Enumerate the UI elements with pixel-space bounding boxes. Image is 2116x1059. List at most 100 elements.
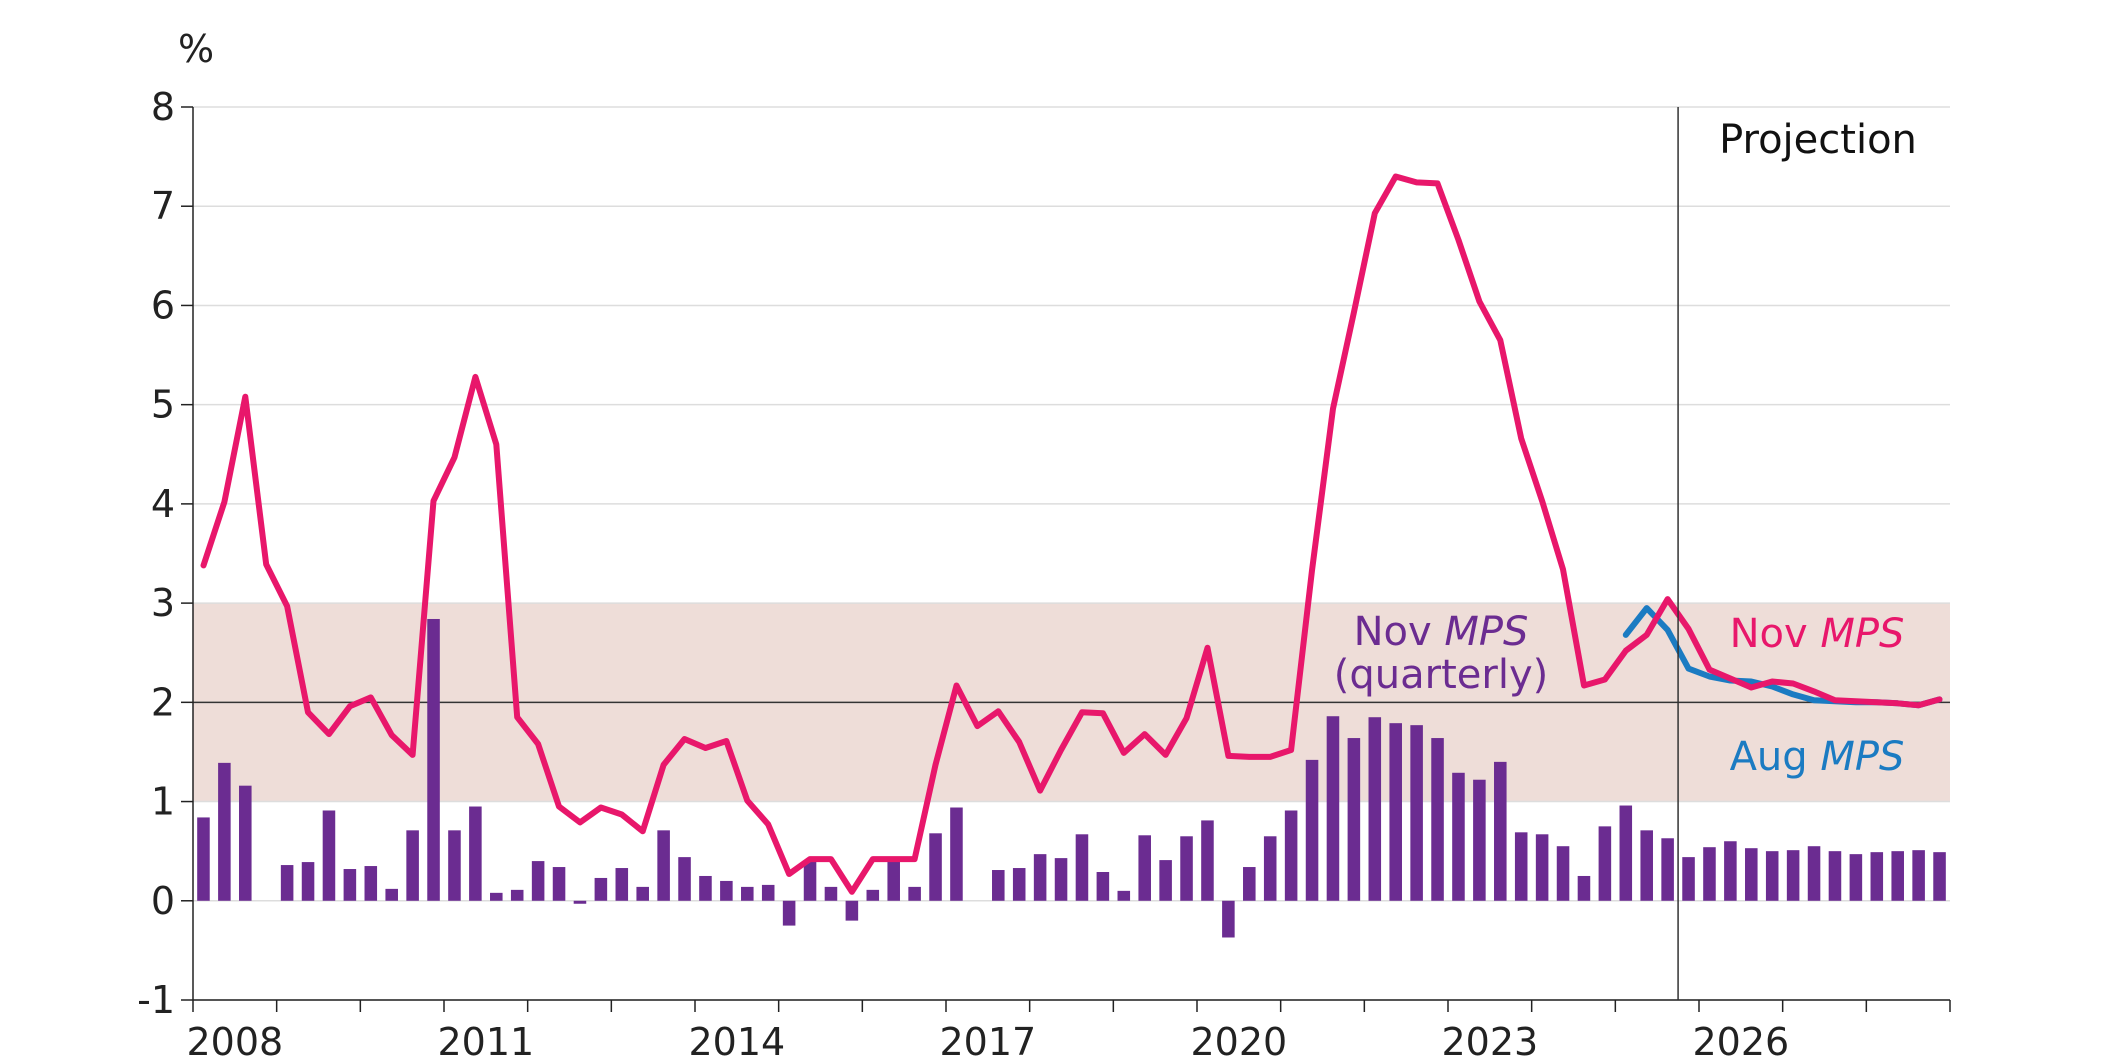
quarterly-bars (197, 618, 1946, 938)
bar (280, 865, 294, 901)
bar (1682, 857, 1695, 901)
bar (1389, 723, 1402, 901)
x-tick-label: 2017 (939, 1020, 1036, 1059)
bar (1159, 860, 1172, 901)
bar (1891, 851, 1904, 901)
bar (761, 884, 775, 901)
bar (406, 830, 419, 901)
x-tick-label: 2023 (1441, 1020, 1538, 1059)
bars-series-label-qualifier: (quarterly) (1334, 652, 1548, 698)
x-tick-label: 2011 (437, 1020, 534, 1059)
bar (741, 886, 754, 901)
bar (1263, 836, 1277, 901)
x-tick-label: 2008 (186, 1020, 283, 1059)
bar (657, 830, 670, 901)
bar (1347, 738, 1361, 901)
bar (1305, 759, 1319, 901)
bar (531, 861, 545, 901)
bar (1473, 779, 1486, 901)
bar (322, 810, 336, 901)
nov-mps-line-label: Nov MPS (1730, 611, 1905, 657)
bar (427, 618, 440, 901)
bar (1619, 805, 1633, 901)
bar (929, 833, 942, 901)
y-tick-label: 8 (151, 85, 175, 129)
x-tick-label: 2026 (1692, 1020, 1789, 1059)
y-tick-label: 2 (151, 680, 175, 724)
y-tick-label: -1 (137, 978, 175, 1022)
axes: -1 0 1 2 3 4 5 6 7 8 2008 2011 2014 2017 2020 2023 2026 (137, 85, 1951, 1059)
bar (364, 866, 378, 901)
bar (1180, 836, 1193, 901)
bar (1514, 832, 1528, 901)
bar (678, 857, 691, 901)
bar (469, 806, 482, 901)
bar (1452, 772, 1465, 901)
bar (1598, 826, 1612, 901)
bar (992, 870, 1005, 901)
bar (218, 762, 231, 901)
bar (1661, 838, 1674, 901)
bar (594, 877, 608, 901)
bar (1912, 850, 1925, 901)
y-tick-label: 5 (151, 383, 175, 427)
bar (615, 868, 629, 901)
bar (239, 785, 252, 901)
projection-label: Projection (1719, 117, 1917, 163)
bar (552, 867, 566, 901)
nov-mps-line (200, 173, 1943, 895)
bar (1849, 854, 1863, 901)
bar (448, 830, 461, 901)
y-tick-label: 3 (151, 581, 175, 625)
bar (1870, 852, 1884, 901)
y-tick-label: 4 (151, 482, 175, 526)
bar (1201, 820, 1214, 901)
bar (1807, 846, 1821, 901)
x-tick-label: 2014 (688, 1020, 785, 1059)
y-tick-label: 1 (151, 780, 175, 824)
bar (490, 892, 503, 901)
bar (699, 875, 712, 901)
bar (1786, 850, 1800, 901)
gridlines (193, 106, 1950, 1001)
bar (1138, 835, 1151, 901)
y-tick-label: 6 (151, 283, 175, 327)
bar (1410, 725, 1423, 901)
bar (1494, 761, 1507, 901)
bar (1075, 834, 1089, 901)
bar (1431, 738, 1444, 901)
bar (908, 886, 921, 901)
y-tick-label: 0 (151, 879, 175, 923)
y-axis-unit-label: % (178, 27, 214, 71)
bar (197, 817, 210, 901)
bar (1117, 890, 1131, 901)
bar (385, 888, 398, 901)
y-tick-label: 7 (151, 184, 175, 228)
bar (1745, 848, 1758, 901)
bar (636, 886, 649, 901)
bar (1012, 868, 1026, 901)
bar (1640, 830, 1653, 901)
aug-mps-line-label: Aug MPS (1730, 734, 1905, 780)
bar (301, 862, 315, 901)
bar (1535, 834, 1549, 901)
bar (782, 900, 796, 926)
bar (1724, 841, 1737, 901)
bar (1033, 854, 1047, 901)
bar (1368, 717, 1382, 901)
bar (1243, 867, 1256, 901)
bar (1096, 872, 1110, 901)
bar (950, 807, 963, 901)
bar (1284, 810, 1298, 901)
bar (1828, 851, 1842, 901)
bar (824, 886, 838, 901)
bar (803, 861, 817, 901)
x-tick-label: 2020 (1190, 1020, 1287, 1059)
bar (1933, 852, 1946, 901)
bar (510, 889, 524, 901)
bar (1765, 851, 1779, 901)
bar (343, 869, 357, 901)
bar (1054, 858, 1068, 901)
bar (887, 859, 900, 901)
